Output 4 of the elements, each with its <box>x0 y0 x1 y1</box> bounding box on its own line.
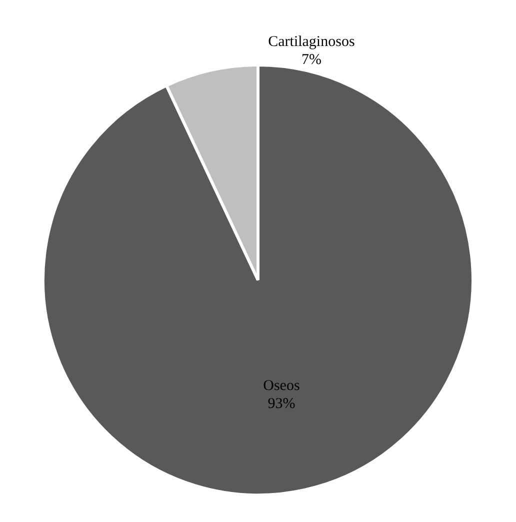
slice-label: Oseos <box>263 378 300 394</box>
slice-label: Cartilaginosos <box>268 34 355 50</box>
data-label: 7% <box>301 52 322 68</box>
data-label: 93% <box>268 396 296 412</box>
